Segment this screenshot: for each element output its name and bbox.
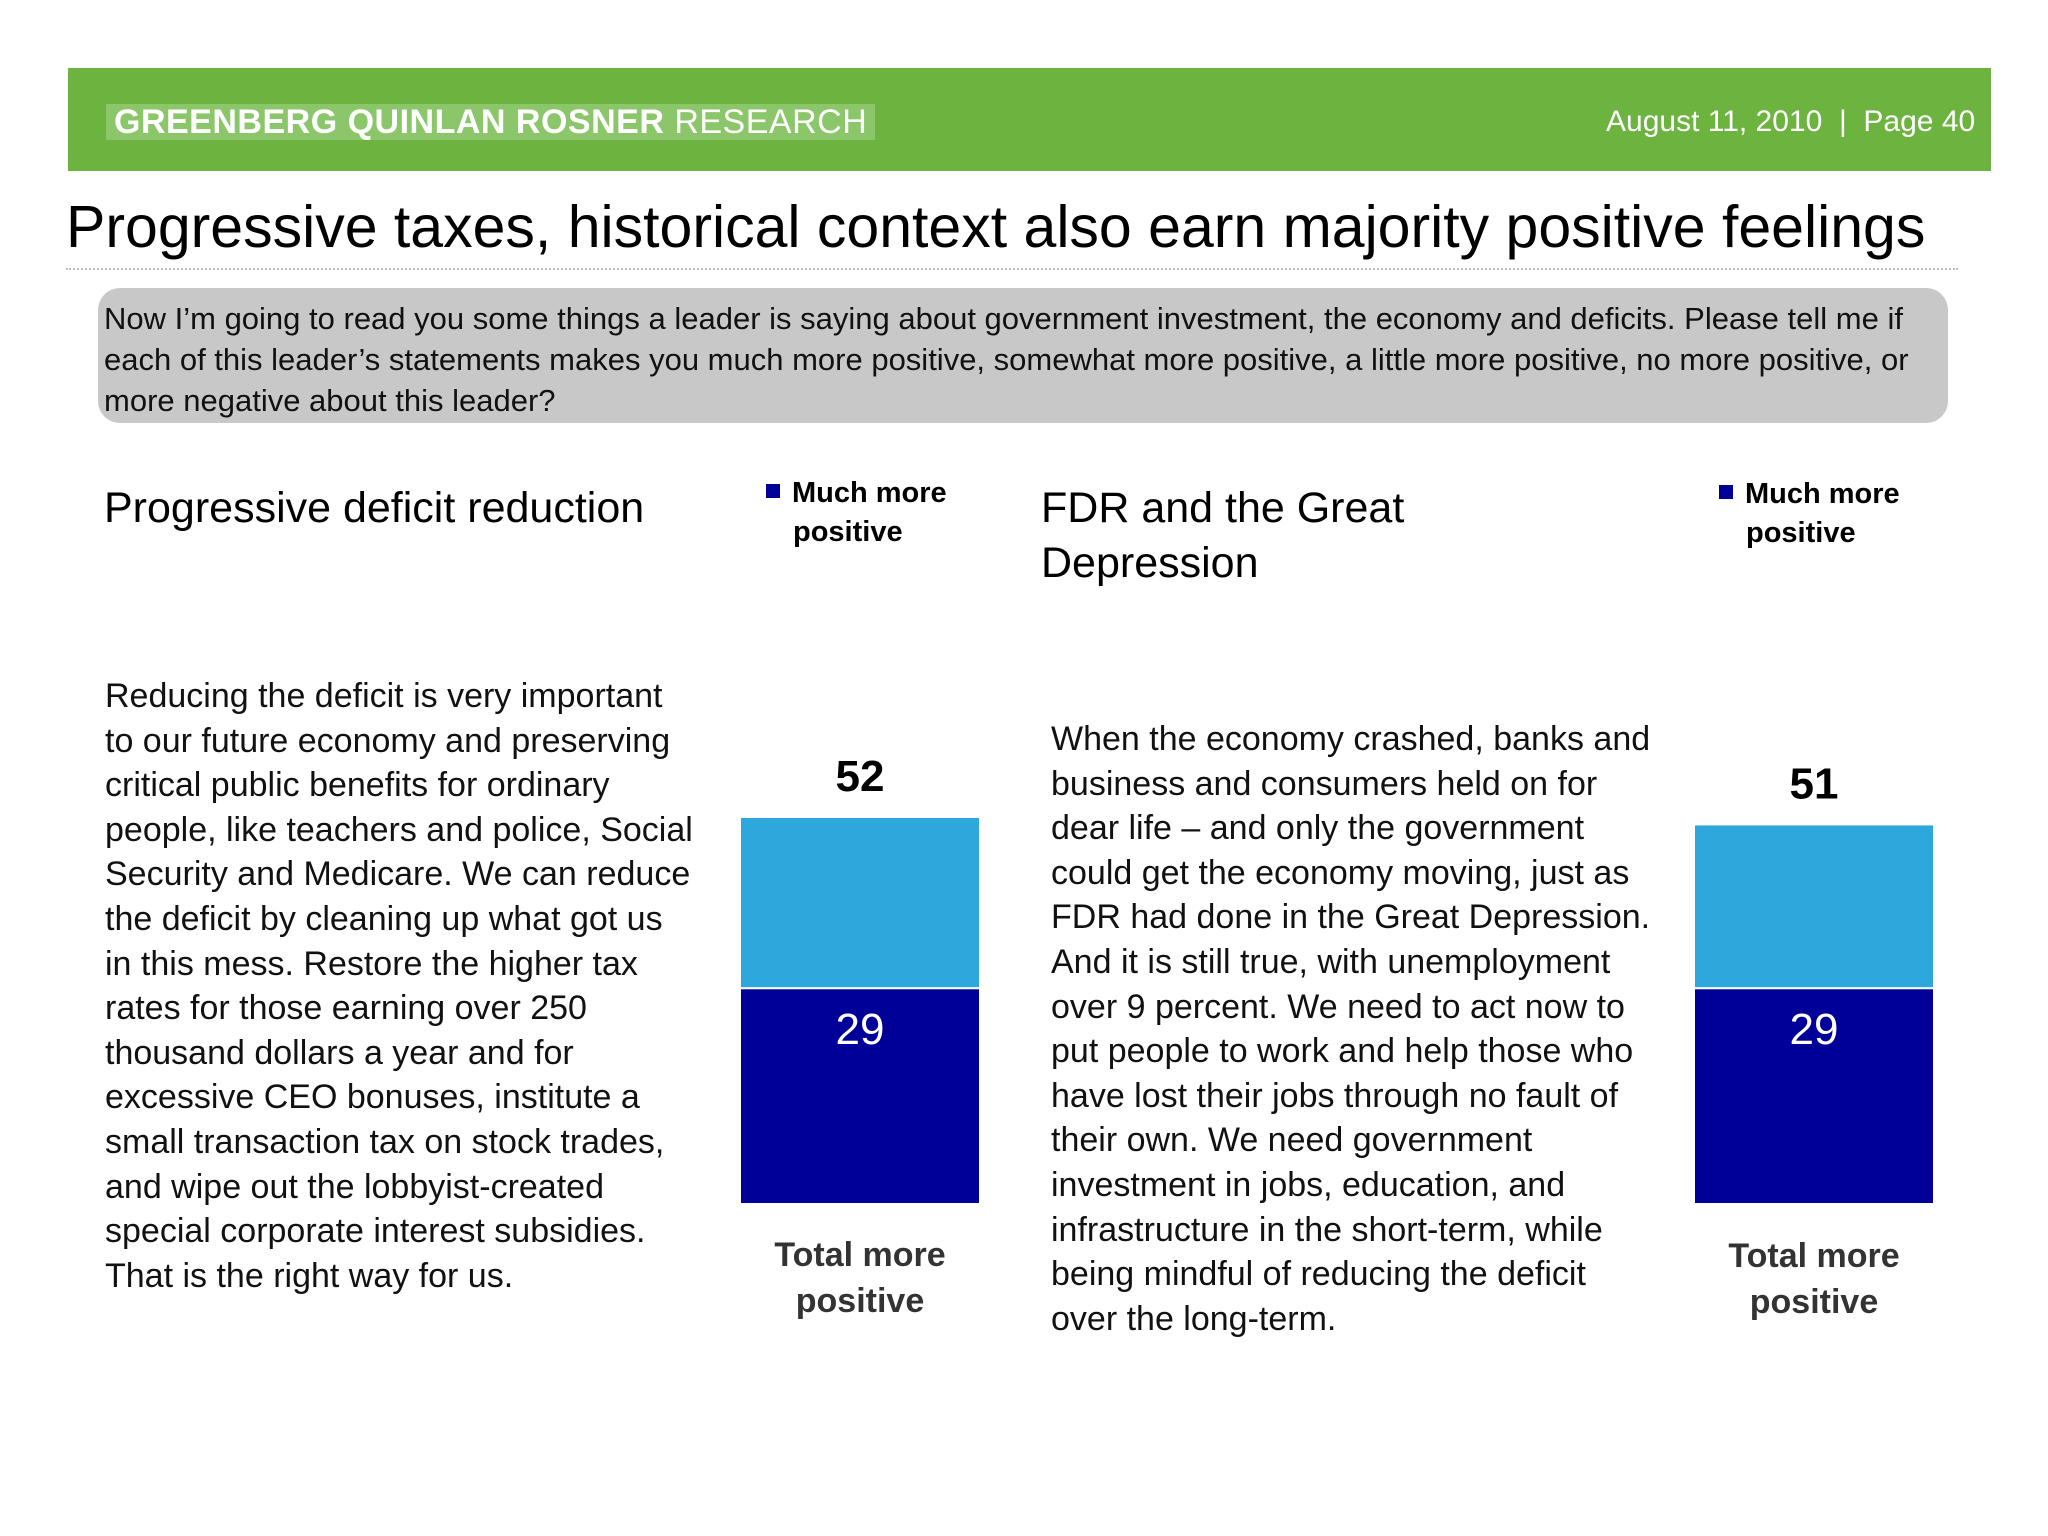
header-bar: GREENBERG QUINLAN ROSNER RESEARCH August… [68, 68, 1991, 171]
brand-bold-text: GREENBERG QUINLAN ROSNER [114, 103, 665, 141]
right-legend-line2: positive [1746, 517, 1856, 549]
bar-inner-label: 29 [836, 1005, 885, 1054]
date-page-label: August 11, 2010 | Page 40 [1606, 105, 1976, 138]
bar-segment-other-more-positive [739, 816, 981, 990]
left-statement-text: Reducing the deficit is very important t… [105, 677, 693, 1295]
right-statement-text: When the economy crashed, banks and busi… [1051, 720, 1651, 1338]
right-chart-xlabel: Total more positive [1728, 1237, 1900, 1321]
left-chart-xlabel: Total more positive [774, 1236, 946, 1320]
bar-segment-other-more-positive [1693, 823, 1935, 990]
left-section-heading: Progressive deficit reduction [104, 484, 645, 532]
right-legend-line1: Much more [1745, 478, 1900, 510]
right-chart: 29 51 [1693, 759, 1935, 1205]
bar-segment-much-more-positive [739, 987, 981, 1205]
left-legend-line1: Much more [792, 477, 947, 509]
bar-total-label: 52 [836, 752, 885, 801]
question-box: Now I’m going to read you some things a … [98, 288, 1948, 423]
left-chart: 29 52 [739, 752, 981, 1205]
title-divider [66, 268, 1958, 270]
bar-total-label: 51 [1790, 759, 1839, 808]
bar-inner-label: 29 [1790, 1005, 1839, 1054]
left-legend: Much more positive [766, 474, 947, 552]
page-title: Progressive taxes, historical context al… [66, 194, 1926, 260]
bar-segment-much-more-positive [1693, 987, 1935, 1205]
right-legend: Much more positive [1719, 475, 1900, 553]
legend-swatch [766, 484, 780, 498]
brand-logo: GREENBERG QUINLAN ROSNER RESEARCH [106, 103, 876, 141]
right-section-heading: FDR and the Great Depression [1041, 484, 1405, 587]
brand-light-text: RESEARCH [674, 103, 868, 141]
left-legend-line2: positive [793, 516, 903, 548]
legend-swatch [1719, 485, 1733, 499]
